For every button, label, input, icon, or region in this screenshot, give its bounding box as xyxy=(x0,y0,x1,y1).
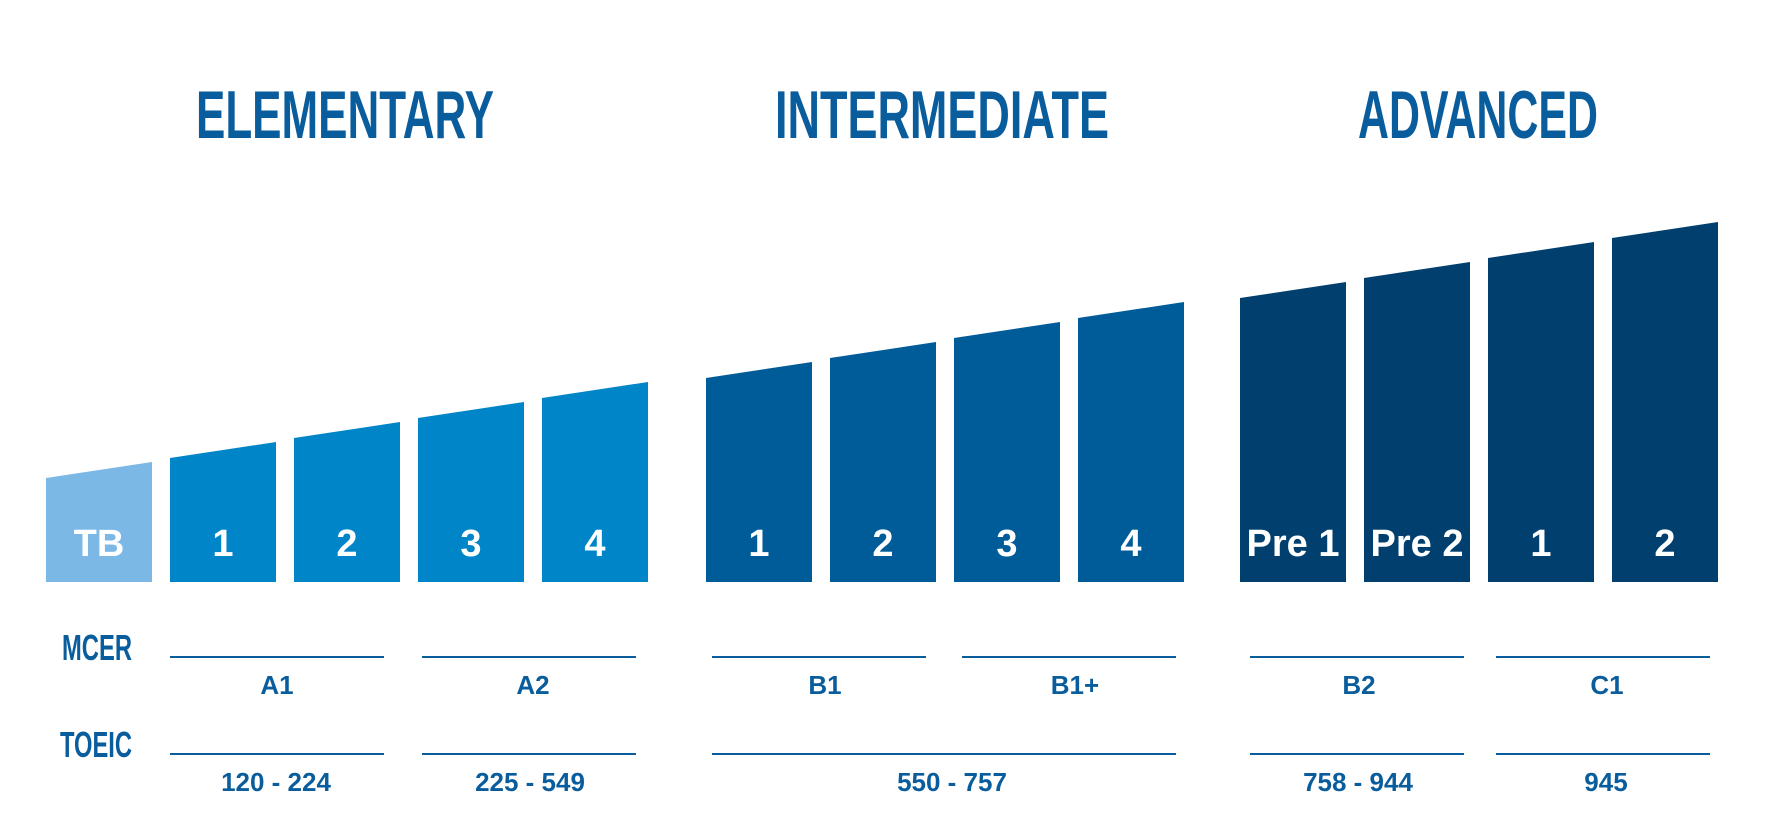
bar-label-intermediate-3: 4 xyxy=(1120,523,1141,565)
bar-advanced-2 xyxy=(1488,242,1594,582)
bar-advanced-3 xyxy=(1612,222,1718,582)
toeic-cell-4: 758 - 944 xyxy=(1303,767,1413,797)
bar-label-intermediate-2: 3 xyxy=(996,523,1017,565)
bar-label-advanced-3: 2 xyxy=(1654,523,1675,565)
bar-elementary-4 xyxy=(542,382,648,582)
toeic-cell-2: 225 - 549 xyxy=(475,767,585,797)
bar-label-intermediate-0: 1 xyxy=(748,523,769,565)
heading-elementary: ELEMENTARY xyxy=(196,77,494,153)
bar-label-elementary-4: 4 xyxy=(584,523,605,565)
mcer-row: A1 A2 B1 B1+ B2 C1 xyxy=(170,656,1710,700)
toeic-cell-3: 550 - 757 xyxy=(897,767,1007,797)
bar-elementary-2 xyxy=(294,422,400,582)
toeic-cell-5: 945 xyxy=(1584,767,1627,797)
mcer-row-label: MCER xyxy=(62,627,132,668)
level-bars: TB 1 2 3 4 1 2 3 4 Pre 1 Pre 2 1 2 xyxy=(46,222,1718,582)
toeic-cell-1: 120 - 224 xyxy=(221,767,331,797)
bar-elementary-1 xyxy=(170,442,276,582)
heading-intermediate: INTERMEDIATE xyxy=(775,77,1109,153)
mcer-cell-a1: A1 xyxy=(260,670,293,700)
toeic-row-label: TOEIC xyxy=(60,724,132,765)
toeic-row: 120 - 224 225 - 549 550 - 757 758 - 944 … xyxy=(170,753,1710,797)
bar-label-advanced-2: 1 xyxy=(1530,523,1551,565)
mcer-cell-b2: B2 xyxy=(1342,670,1375,700)
bar-label-advanced-1: Pre 2 xyxy=(1371,523,1464,565)
bar-label-intermediate-1: 2 xyxy=(872,523,893,565)
mcer-cell-a2: A2 xyxy=(516,670,549,700)
bar-elementary-0 xyxy=(46,462,152,582)
bar-advanced-0 xyxy=(1240,282,1346,582)
bar-intermediate-3 xyxy=(1078,302,1184,582)
bar-intermediate-0 xyxy=(706,362,812,582)
heading-advanced: ADVANCED xyxy=(1358,77,1598,153)
bar-label-elementary-1: 1 xyxy=(212,523,233,565)
mcer-cell-b1: B1 xyxy=(808,670,841,700)
mcer-cell-b1plus: B1+ xyxy=(1051,670,1099,700)
bar-intermediate-2 xyxy=(954,322,1060,582)
bar-label-elementary-3: 3 xyxy=(460,523,481,565)
bar-intermediate-1 xyxy=(830,342,936,582)
bar-label-advanced-0: Pre 1 xyxy=(1247,523,1340,565)
bar-label-elementary-0: TB xyxy=(74,523,125,565)
bar-advanced-1 xyxy=(1364,262,1470,582)
bar-elementary-3 xyxy=(418,402,524,582)
mcer-cell-c1: C1 xyxy=(1590,670,1623,700)
bar-label-elementary-2: 2 xyxy=(336,523,357,565)
